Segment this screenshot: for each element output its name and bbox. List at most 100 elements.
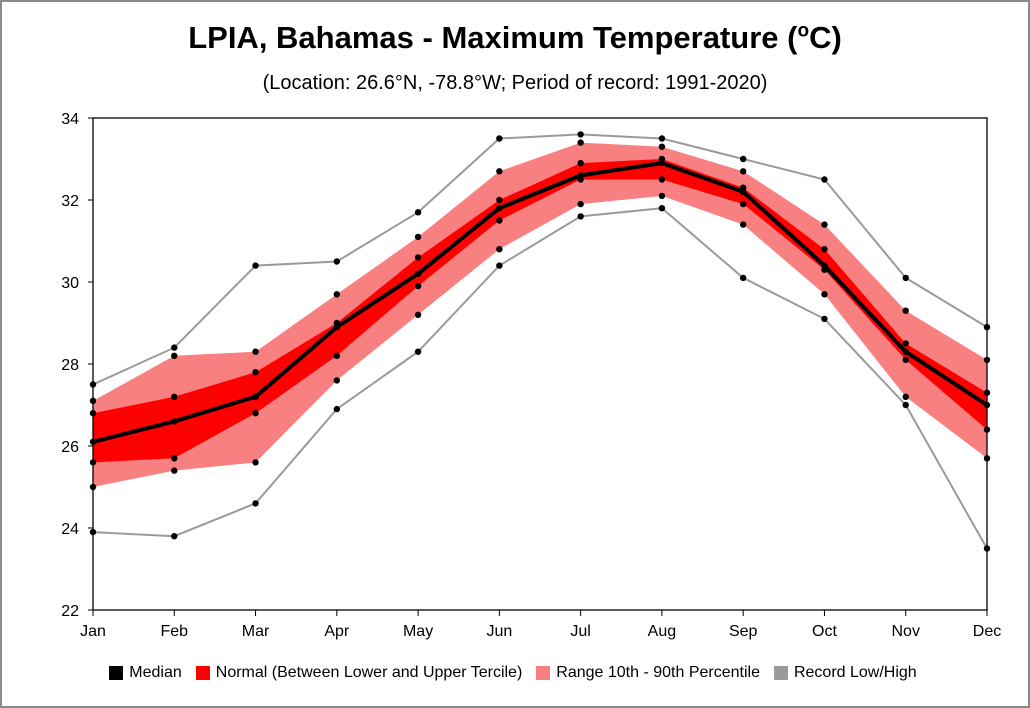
record_high-point (577, 131, 584, 138)
record_low-point (414, 348, 422, 355)
p10-point (739, 221, 747, 228)
upper_tercile-point (414, 254, 422, 261)
p10-point (658, 192, 666, 200)
p10-point (333, 377, 341, 384)
p10-point (414, 311, 422, 318)
lower_tercile-point (902, 356, 909, 364)
chart-title: LPIA, Bahamas - Maximum Temperature (oC) (188, 20, 842, 55)
x-tick-label: May (403, 623, 433, 640)
legend-label: Median (129, 664, 182, 681)
record_low-point (902, 401, 909, 409)
lower_tercile-point (577, 176, 584, 183)
legend-label: Normal (Between Lower and Upper Tercile) (215, 664, 523, 681)
upper_tercile-point (821, 246, 828, 253)
record_high-point (658, 135, 666, 142)
x-tick-label: Jan (80, 623, 106, 640)
record-low-line (92, 207, 988, 549)
percentile-range-band (93, 142, 987, 487)
x-tick-label: Jun (486, 623, 512, 640)
p90-point (414, 233, 422, 241)
median-point (902, 348, 909, 355)
p10-point (252, 459, 259, 466)
temperature-plot: 22 24 26 28 30 32 34 Jan Feb Mar Apr May Jun Jul Aug Se… (61, 111, 1001, 640)
x-tick-label: Aug (648, 623, 676, 640)
median-point (171, 418, 178, 425)
median-point (496, 205, 503, 212)
median-line (92, 161, 989, 444)
p90-point (333, 291, 341, 298)
lower_tercile-point (333, 352, 341, 359)
chart-subtitle: (Location: 26.6°N, -78.8°W; Period of re… (262, 72, 768, 94)
record_low-point (821, 315, 828, 323)
record_low-point (171, 533, 178, 540)
median-point (414, 270, 422, 277)
legend-item: Normal (Between Lower and Upper Tercile) (195, 664, 523, 682)
median-point (739, 188, 747, 195)
record_high-point (252, 262, 259, 269)
lower_tercile-point (171, 455, 178, 462)
y-tick-label: 34 (61, 111, 79, 128)
y-tick-label: 26 (61, 439, 79, 456)
upper_tercile-point (496, 196, 503, 204)
y-tick-label: 24 (61, 521, 79, 538)
record_low-point (658, 205, 666, 212)
lower_tercile-point (821, 266, 828, 273)
legend-swatch (195, 666, 210, 680)
record_high-point (414, 209, 422, 216)
x-tick-label: Nov (892, 623, 920, 640)
p90-point (171, 352, 178, 359)
record_high-point (333, 258, 341, 265)
x-tick-label: Dec (973, 623, 1001, 640)
record_high-point (902, 274, 909, 282)
record-high-line (92, 133, 988, 386)
x-tick-label: Sep (729, 623, 758, 640)
p90-point (252, 348, 259, 355)
p10-point (577, 200, 584, 208)
record_high-point (171, 344, 178, 351)
lower_tercile-point (739, 200, 747, 208)
p10-point (821, 291, 828, 298)
p10-point (496, 246, 503, 253)
p90-point (739, 168, 747, 175)
record_low-point (496, 262, 503, 269)
median-point (333, 323, 341, 331)
record_high-point (739, 155, 747, 163)
upper_tercile-point (902, 340, 909, 347)
legend-item: Range 10th - 90th Percentile (536, 664, 760, 682)
lower_tercile-point (252, 410, 259, 417)
x-tick-label: Mar (242, 623, 270, 640)
median-point (252, 393, 259, 400)
lower_tercile-point (496, 217, 503, 224)
legend-swatch (109, 666, 124, 680)
upper_tercile-point (171, 393, 178, 400)
lower_tercile-point (658, 176, 666, 183)
legend-swatch (536, 666, 551, 680)
record_low-point (333, 405, 341, 413)
chart-legend: Median Normal (Between Lower and Upper Te… (0, 664, 1026, 682)
y-tick-label: 28 (61, 357, 79, 374)
p90-point (577, 139, 584, 146)
y-tick-label: 32 (61, 193, 79, 210)
legend-item: Median (109, 664, 182, 682)
x-tick-label: Jul (570, 623, 590, 640)
p10-point (902, 393, 909, 400)
legend-label: Range 10th - 90th Percentile (556, 664, 760, 681)
normal-tercile-band (93, 159, 987, 463)
upper_tercile-point (577, 159, 584, 167)
upper_tercile-point (252, 369, 259, 376)
lower_tercile-point (414, 282, 422, 290)
x-tick-label: Feb (160, 623, 188, 640)
y-tick-label: 30 (61, 275, 79, 292)
record_low-point (739, 274, 747, 282)
legend-swatch (773, 666, 788, 680)
p90-point (658, 143, 666, 150)
record_low-point (252, 500, 259, 507)
median-point (658, 159, 666, 167)
record_high-point (496, 135, 503, 142)
x-tick-label: Oct (812, 623, 837, 640)
x-tick-label: Apr (324, 623, 350, 640)
p10-point (171, 467, 178, 474)
record_high-point (821, 176, 828, 183)
p90-point (902, 307, 909, 314)
legend-item: Record Low/High (773, 664, 917, 682)
